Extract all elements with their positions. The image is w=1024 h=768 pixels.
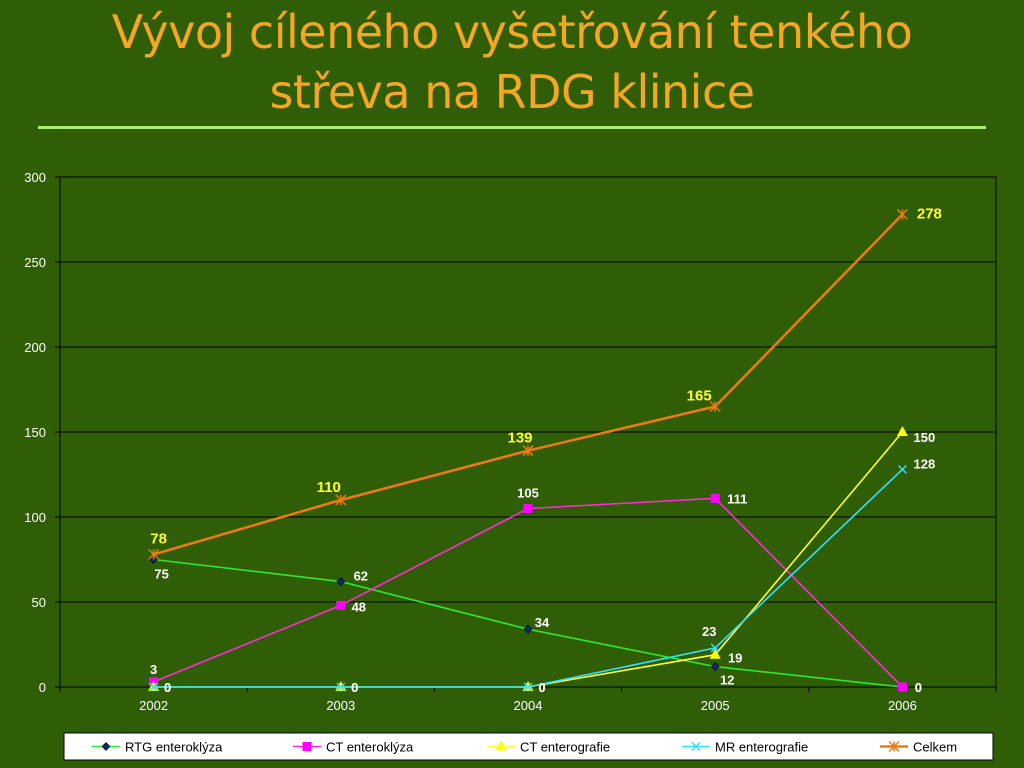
legend-label-rtg-enteroklyza: RTG enteroklýza	[125, 740, 223, 755]
point-celkem	[709, 400, 721, 413]
x-tick-label: 2005	[701, 698, 730, 713]
legend-box	[63, 732, 994, 761]
series-line-ct-enterografie	[153, 431, 904, 688]
data-label-ct-enterografie: 0	[538, 680, 545, 695]
data-label-rtg-enteroklyza: 34	[535, 615, 550, 630]
point-mr-enterografie	[523, 682, 533, 692]
slide-title: Vývoj cíleného vyšetřování tenkého střev…	[40, 2, 984, 122]
data-label-celkem: 110	[317, 479, 341, 496]
y-tick-label: 300	[24, 170, 46, 185]
data-label-ct-enteroklyza: 48	[352, 599, 366, 614]
x-tick-label: 2002	[139, 698, 168, 713]
point-ct-enteroklyza	[897, 682, 907, 692]
point-rtg-enteroklyza	[523, 624, 533, 634]
point-celkem	[148, 548, 160, 560]
legend-label-celkem: Celkem	[913, 740, 957, 755]
data-label-ct-enterografie: 19	[728, 651, 742, 666]
legend-marker-celkem	[888, 740, 900, 753]
data-label-ct-enterografie: 150	[914, 430, 936, 445]
point-mr-enterografie	[710, 643, 720, 653]
x-tick-label: 2006	[888, 698, 917, 713]
data-label-mr-enterografie: 0	[351, 680, 358, 695]
x-tick-label: 2003	[326, 698, 355, 713]
point-mr-enterografie	[897, 464, 907, 474]
series-line-mr-enterografie	[153, 468, 903, 688]
data-label-rtg-enteroklyza: 0	[915, 680, 922, 695]
legend-marker-ct-enterografie	[495, 740, 507, 751]
data-label-mr-enterografie: 128	[914, 456, 936, 471]
legend-marker-mr-enterografie	[691, 741, 701, 752]
legend-label-mr-enterografie: MR enterografie	[715, 740, 808, 755]
y-tick-label: 50	[32, 595, 46, 610]
data-label-celkem: 165	[687, 388, 712, 405]
data-label-celkem: 278	[917, 205, 942, 222]
point-ct-enterografie	[896, 426, 908, 436]
data-label-ct-enteroklyza: 111	[727, 491, 747, 506]
y-tick-label: 200	[24, 340, 46, 355]
point-rtg-enteroklyza	[710, 662, 720, 672]
series-line-ct-enteroklyza	[153, 497, 903, 688]
data-label-mr-enterografie: 0	[538, 680, 545, 695]
point-celkem	[522, 445, 534, 457]
point-ct-enteroklyza	[523, 504, 533, 513]
data-label-rtg-enteroklyza: 12	[720, 673, 734, 688]
point-rtg-enteroklyza	[336, 577, 346, 587]
x-tick-label: 2004	[514, 698, 543, 713]
point-celkem	[896, 208, 908, 220]
data-label-ct-enteroklyza: 3	[150, 662, 157, 677]
y-tick-label: 250	[24, 255, 46, 270]
point-mr-enterografie	[149, 682, 159, 692]
title-line-2: střeva na RDG klinice	[269, 65, 755, 119]
point-ct-enteroklyza	[336, 600, 346, 610]
data-label-mr-enterografie: 0	[164, 680, 171, 695]
data-label-ct-enteroklyza: 0	[915, 680, 922, 695]
series-line-celkem	[153, 213, 904, 556]
legend-marker-ct-enteroklyza	[302, 742, 312, 751]
title-line-1: Vývoj cíleného vyšetřování tenkého	[111, 5, 913, 59]
data-label-rtg-enteroklyza: 62	[354, 569, 368, 584]
point-ct-enteroklyza	[710, 493, 720, 503]
point-rtg-enteroklyza	[149, 555, 159, 564]
data-label-ct-enteroklyza: 105	[517, 486, 539, 501]
legend-marker-rtg-enteroklyza	[101, 742, 111, 751]
data-label-mr-enterografie: 23	[702, 624, 716, 639]
y-tick-label: 0	[39, 680, 46, 695]
point-celkem	[335, 494, 347, 506]
y-tick-label: 150	[24, 425, 46, 440]
series-line-rtg-enteroklyza	[153, 558, 903, 688]
data-label-celkem: 139	[507, 430, 532, 447]
legend-label-ct-enterografie: CT enterografie	[520, 740, 610, 755]
y-tick-label: 100	[24, 510, 46, 525]
point-mr-enterografie	[336, 682, 346, 692]
title-divider	[38, 126, 986, 129]
legend-label-ct-enteroklyza: CT enteroklýza	[326, 740, 414, 755]
point-ct-enterografie	[709, 648, 721, 659]
data-label-celkem: 78	[150, 530, 167, 547]
data-label-rtg-enteroklyza: 75	[154, 567, 168, 582]
